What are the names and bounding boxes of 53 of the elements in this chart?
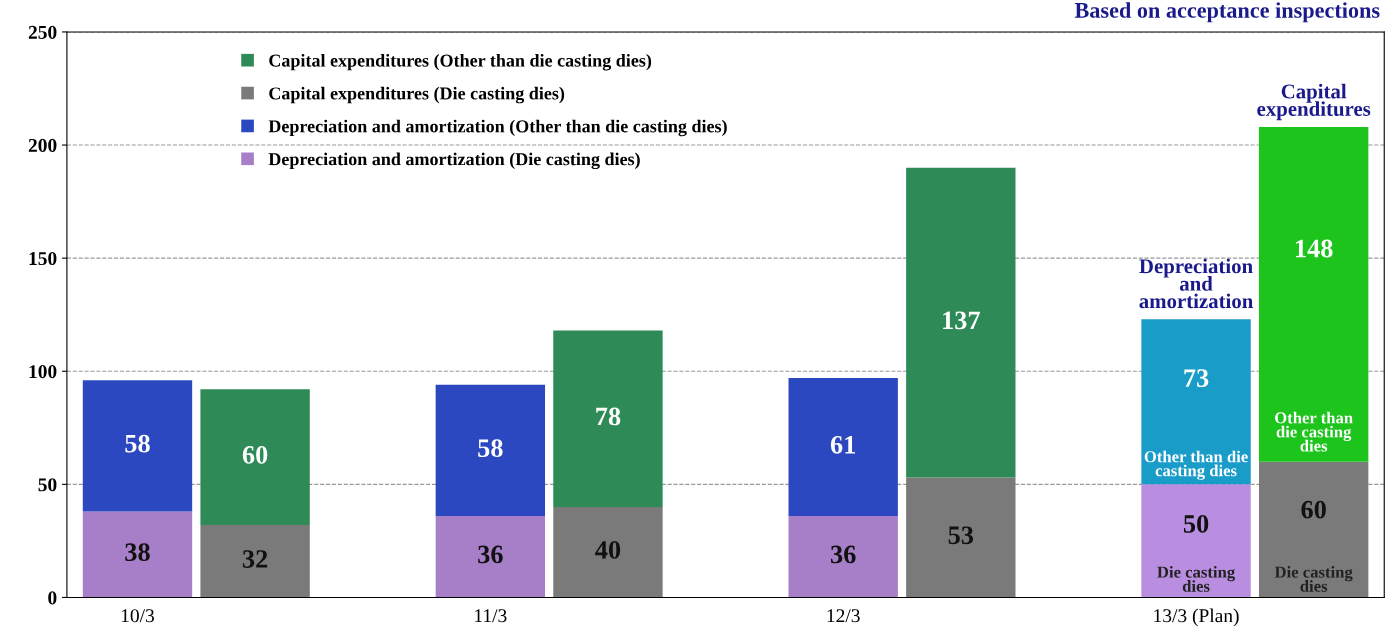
data-label: 137 — [943, 311, 980, 330]
data-label: 36 — [478, 545, 503, 564]
bar — [435, 516, 546, 598]
data-label: 32 — [242, 550, 268, 568]
bar — [1141, 484, 1251, 598]
data-label: 78 — [596, 407, 621, 426]
annotation: Other than die casting dies — [1144, 450, 1248, 480]
y-tick-label: 200 — [28, 138, 57, 152]
data-label: 61 — [830, 435, 856, 454]
bar — [788, 378, 898, 517]
x-tick-label: 12/3 — [827, 609, 860, 623]
legend-label: Capital expenditures (Die casting dies) — [269, 86, 565, 104]
bar — [553, 506, 663, 598]
data-label: 50 — [1183, 515, 1209, 533]
data-label: 58 — [125, 434, 150, 453]
bar — [435, 384, 546, 517]
bar — [788, 516, 898, 598]
annotation: Capital expenditures — [1257, 83, 1371, 121]
y-tick-label: 0 — [48, 591, 57, 605]
bar — [1258, 461, 1369, 598]
chart-title: Based on acceptance inspections — [1074, 2, 1380, 23]
annotation: Die casting dies — [1274, 566, 1353, 592]
x-tick-label: 10/3 — [121, 609, 155, 623]
data-label: 38 — [125, 543, 150, 562]
bar — [906, 167, 1016, 478]
data-label: 148 — [1295, 239, 1333, 258]
bar — [82, 380, 193, 512]
annotation: Other than die casting dies — [1275, 411, 1353, 452]
bar — [1141, 319, 1251, 485]
y-tick-label: 150 — [29, 251, 57, 266]
data-label: 58 — [478, 439, 503, 458]
bar — [553, 330, 663, 507]
annotation: Die casting dies — [1157, 566, 1236, 592]
legend-label: Capital expenditures (Other than die casting dies) — [269, 53, 652, 71]
legend-label: Depreciation and amortization (Other than die casting dies) — [268, 119, 727, 137]
data-label: 53 — [948, 526, 974, 545]
y-tick-label: 100 — [29, 365, 57, 379]
bar — [906, 477, 1016, 598]
bar — [200, 389, 310, 526]
data-label: 40 — [595, 541, 621, 559]
x-tick-label: 13/3 (Plan) — [1154, 608, 1239, 627]
bar — [82, 511, 193, 598]
data-label: 60 — [242, 446, 268, 464]
data-label: 60 — [1301, 500, 1326, 519]
data-label: 36 — [830, 545, 856, 564]
bar — [1258, 126, 1369, 462]
bar — [200, 525, 310, 598]
legend-label: Depreciation and amortization (Die casting dies) — [268, 152, 640, 170]
data-label: 73 — [1184, 369, 1209, 387]
y-tick-label: 50 — [38, 478, 57, 492]
annotation: Depreciation and amortization — [1139, 258, 1254, 309]
x-tick-label: 11/3 — [475, 609, 507, 623]
y-tick-label: 250 — [28, 25, 57, 39]
